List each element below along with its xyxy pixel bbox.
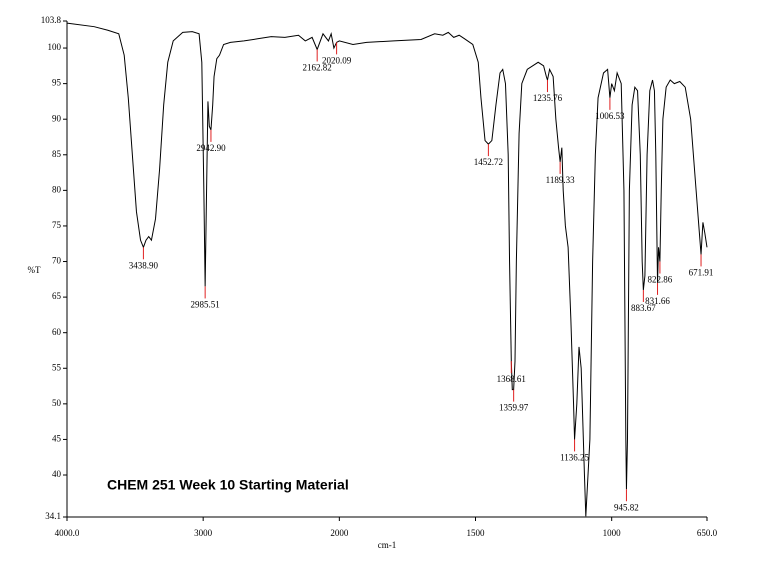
y-tick-label: 34.1: [45, 511, 61, 521]
x-tick-label: 1000: [603, 528, 622, 538]
peak-label: 822.86: [648, 275, 673, 285]
spectrum-line: [66, 22, 708, 517]
peak-label: 1235.76: [533, 93, 563, 103]
peak-label: 3438.90: [129, 260, 159, 270]
y-tick-label: 103.8: [41, 15, 62, 25]
y-tick-label: 75: [52, 220, 62, 230]
peak-label: 831.66: [645, 296, 670, 306]
peak-label: 1189.33: [546, 175, 575, 185]
y-tick-label: 85: [52, 149, 62, 159]
annotation: CHEM 251 Week 10 Starting Material: [107, 477, 349, 493]
x-tick-label: 3000: [194, 528, 213, 538]
y-tick-label: 55: [52, 362, 62, 372]
y-tick-label: 70: [52, 256, 62, 266]
peak-label: 2162.82: [303, 63, 332, 73]
x-tick-label: 650.0: [697, 528, 718, 538]
y-axis-label: %T: [28, 265, 41, 275]
x-tick-label: 2000: [330, 528, 349, 538]
peak-label: 1006.53: [595, 111, 625, 121]
peak-label: 1368.61: [497, 374, 526, 384]
y-tick-label: 60: [52, 327, 62, 337]
x-axis-label: cm-1: [378, 540, 397, 550]
x-tick-label: 4000.0: [55, 528, 80, 538]
peak-label: 1359.97: [499, 403, 529, 413]
y-tick-label: 100: [48, 42, 62, 52]
y-tick-label: 40: [52, 469, 62, 479]
y-tick-label: 45: [52, 433, 62, 443]
y-tick-label: 90: [52, 113, 62, 123]
peak-label: 2985.51: [191, 299, 220, 309]
peak-label: 1136.25: [560, 452, 589, 462]
y-tick-label: 50: [52, 398, 62, 408]
peak-label: 2942.90: [196, 143, 226, 153]
peak-label: 1452.72: [474, 157, 503, 167]
y-tick-label: 80: [52, 184, 62, 194]
y-tick-label: 65: [52, 291, 62, 301]
peak-label: 2020.09: [322, 55, 352, 65]
y-tick-label: 95: [52, 78, 62, 88]
x-tick-label: 1500: [467, 528, 486, 538]
peak-label: 671.91: [689, 267, 714, 277]
peak-label: 945.82: [614, 502, 639, 512]
peak-label: 883.67: [631, 303, 656, 313]
